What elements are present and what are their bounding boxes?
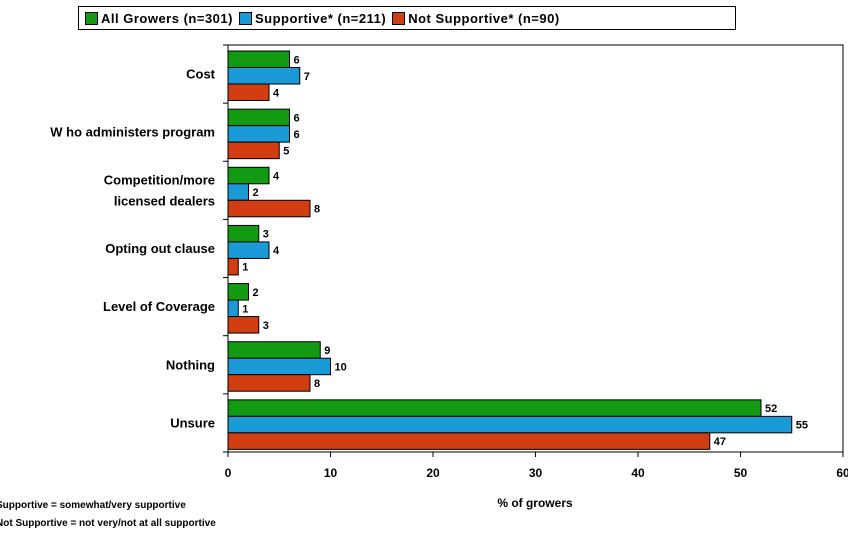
data-label: 7 (304, 71, 310, 83)
data-label: 3 (263, 320, 269, 332)
category-label: Unsure (170, 415, 215, 430)
legend-swatch-not-supportive (392, 11, 406, 25)
bar (227, 67, 301, 85)
data-label: 55 (796, 420, 808, 432)
category-label: Level of Coverage (103, 299, 215, 314)
data-label: 3 (263, 229, 269, 241)
legend-item-supportive: Supportive* (n=211) (238, 10, 387, 26)
footnote-supportive: Supportive = somewhat/very supportive (0, 500, 186, 511)
x-tick-label: 10 (324, 466, 338, 480)
data-label: 1 (242, 262, 248, 274)
bar (227, 241, 270, 259)
bar (227, 432, 711, 450)
x-tick-label: 60 (836, 466, 848, 480)
legend-label-all-growers: All Growers (n=301) (101, 10, 233, 26)
bar (227, 399, 762, 417)
data-label: 6 (294, 54, 300, 66)
data-label: 47 (714, 436, 726, 448)
bar (227, 224, 260, 243)
x-tick-label: 50 (734, 466, 748, 480)
bar (227, 357, 331, 376)
bar (227, 374, 311, 392)
footnote-not-supportive: Not Supportive = not very/not at all sup… (0, 518, 216, 529)
plot-area (227, 44, 844, 453)
bar (227, 299, 239, 318)
bar (227, 183, 249, 201)
bar (227, 415, 793, 434)
category-label: Competition/more (104, 172, 215, 187)
category-label: W ho administers program (50, 125, 215, 140)
data-label: 8 (314, 204, 320, 216)
data-label: 6 (294, 112, 300, 124)
data-label: 2 (253, 287, 259, 299)
category-label: Opting out clause (105, 241, 215, 256)
bar (227, 166, 270, 185)
bar (227, 316, 260, 334)
data-label: 6 (294, 129, 300, 141)
bar (227, 141, 280, 160)
data-label: 2 (253, 187, 259, 199)
x-axis-title: % of growers (497, 496, 573, 510)
bar (227, 283, 249, 301)
category-label: Nothing (166, 357, 215, 372)
data-label: 5 (283, 145, 289, 157)
data-label: 4 (273, 245, 280, 257)
bar (227, 257, 239, 276)
data-label: 1 (242, 303, 248, 315)
bar (227, 83, 270, 101)
legend-swatch-all-growers (85, 11, 98, 25)
bar (227, 341, 321, 359)
data-label: 8 (314, 378, 320, 390)
bar (227, 125, 290, 143)
bar (227, 199, 311, 218)
category-label: Cost (186, 67, 216, 82)
legend-label-supportive: Supportive* (n=211) (254, 10, 387, 26)
legend-swatch-supportive (238, 11, 252, 25)
x-tick-label: 40 (631, 466, 645, 480)
bar (227, 108, 290, 127)
x-tick-label: 20 (426, 466, 440, 480)
legend: All Growers (n=301) Supportive* (n=211) … (78, 6, 736, 30)
legend-label-not-supportive: Not Supportive* (n=90) (408, 10, 560, 26)
data-label: 4 (273, 171, 280, 183)
legend-item-not-supportive: Not Supportive* (n=90) (392, 11, 560, 26)
x-tick-label: 0 (225, 466, 232, 480)
data-label: 52 (765, 403, 777, 415)
data-label: 4 (273, 87, 280, 99)
data-label: 10 (335, 361, 347, 373)
category-label: licensed dealers (114, 193, 215, 208)
data-label: 9 (324, 345, 330, 357)
x-tick-label: 30 (529, 466, 543, 480)
bar (227, 50, 290, 68)
legend-item-all-growers: All Growers (n=301) (85, 11, 233, 26)
